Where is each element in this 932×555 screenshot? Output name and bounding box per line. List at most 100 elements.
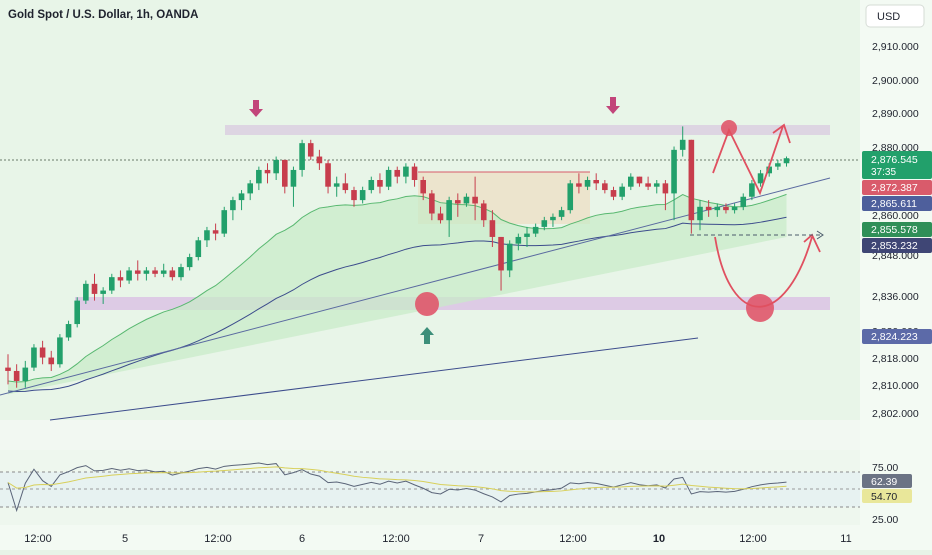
rsi-ma-line [7, 466, 787, 493]
time-tick-label: 12:00 [559, 533, 587, 545]
price-tag-label: 2,865.611 [871, 198, 917, 210]
candle-bearish [13, 370, 20, 381]
candle-bearish [420, 180, 426, 194]
candle-bullish [628, 176, 634, 187]
time-tick-label: 10 [653, 533, 665, 545]
candle-bullish [22, 367, 29, 381]
price-tag-label: 2,824.223 [871, 331, 918, 343]
candle-bullish [783, 158, 790, 164]
time-tick-label: 6 [299, 533, 305, 545]
candle-bearish [705, 206, 712, 211]
candle-bullish [299, 143, 305, 170]
candle-bearish [411, 166, 418, 180]
candle-bearish [48, 357, 55, 365]
candle-bullish [740, 196, 747, 207]
candle-bullish [567, 183, 574, 211]
time-axis-background [0, 525, 860, 550]
candle-bullish [368, 180, 375, 191]
candle-bullish [463, 196, 470, 204]
candle-bullish [74, 300, 80, 325]
slow-ma-line [7, 216, 787, 392]
candle-bullish [256, 169, 262, 184]
bullish-projection-path [712, 125, 784, 196]
rsi-tick-label: 25.00 [872, 514, 898, 526]
price-tag [862, 196, 932, 211]
candle-bullish [65, 324, 72, 338]
candle-bullish [230, 200, 236, 211]
bearish-projection-path [714, 236, 813, 308]
price-tick-label: 2,802.000 [872, 408, 919, 420]
candle-bullish [31, 347, 37, 368]
candle-bullish [247, 183, 253, 194]
target-arrow-icon [816, 230, 824, 240]
long-ma-line [49, 337, 699, 421]
candle-bullish [178, 267, 184, 278]
buy-marker-arrow-icon [420, 327, 434, 344]
candle-bearish [688, 139, 695, 221]
sell-marker-arrow-icon [249, 100, 263, 117]
price-tag [862, 180, 932, 195]
candle-bearish [489, 220, 496, 237]
candle-bullish [524, 233, 530, 237]
rsi-value-label: 62.39 [871, 476, 897, 488]
price-tick-label: 2,910.000 [872, 41, 919, 53]
candle-bullish [385, 169, 392, 187]
candle-bullish [126, 270, 132, 281]
candle-bullish [333, 183, 340, 187]
price-tick-label: 2,900.000 [872, 75, 919, 87]
price-tag [862, 222, 932, 237]
candle-bearish [169, 270, 176, 278]
candle-bearish [342, 183, 349, 191]
last-price-tag [862, 151, 932, 179]
candle-bearish [498, 236, 504, 271]
candle-bullish [697, 206, 703, 221]
fast-ma-line [7, 193, 787, 383]
trend-fill [8, 194, 787, 395]
price-tag [862, 329, 932, 344]
candle-bearish [39, 347, 46, 358]
time-tick-label: 7 [478, 533, 484, 545]
price-axis-background [860, 0, 932, 550]
candle-bullish [714, 206, 721, 211]
currency-button[interactable] [865, 4, 925, 28]
candle-bearish [662, 183, 669, 194]
candle-bullish [273, 159, 279, 174]
time-tick-label: 12:00 [204, 533, 232, 545]
candle-bearish [480, 203, 487, 221]
candle-bullish [204, 230, 210, 241]
candle-bearish [576, 183, 582, 187]
candle-bullish [160, 270, 167, 274]
candle-bullish [238, 193, 245, 201]
candle-bearish [610, 190, 617, 197]
time-tick-label: 12:00 [382, 533, 410, 545]
projected-dip-circle [746, 294, 774, 322]
candle-bullish [506, 243, 513, 271]
candle-bullish [57, 337, 63, 365]
candle-bullish [109, 277, 115, 291]
bar-countdown: 37:35 [871, 167, 896, 178]
candle-bullish [290, 169, 297, 187]
candle-bearish [152, 270, 158, 274]
candle-bullish [515, 236, 522, 244]
chart-title: Gold Spot / U.S. Dollar, 1h, OANDA [8, 9, 198, 21]
time-tick-label: 12:00 [24, 533, 52, 545]
candle-bearish [117, 277, 124, 281]
rsi-ma-tag [862, 489, 912, 503]
candle-bearish [316, 156, 323, 164]
time-tick-label: 11 [840, 533, 851, 545]
price-tick-label: 2,836.000 [872, 291, 919, 303]
candle-bearish [437, 213, 444, 221]
candle-bearish [307, 143, 314, 157]
candle-bearish [282, 159, 288, 187]
resistance-zone [225, 125, 830, 135]
candle-bearish [325, 163, 331, 187]
candle-bearish [636, 176, 643, 184]
support-touch-circle [415, 292, 439, 316]
rsi-value-tag [862, 474, 912, 488]
candle-bullish [584, 180, 591, 187]
candle-bullish [541, 220, 548, 227]
candle-bearish [394, 169, 401, 177]
candle-bullish [195, 240, 202, 258]
